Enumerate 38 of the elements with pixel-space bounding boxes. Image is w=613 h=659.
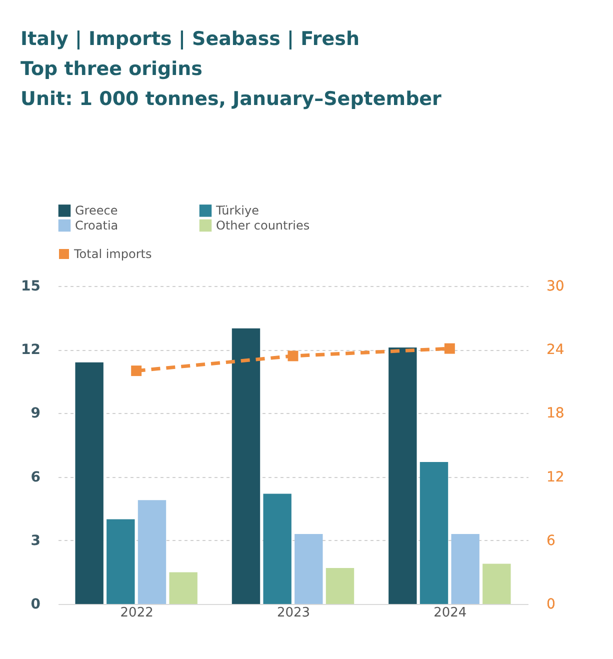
point [131,366,142,376]
legend-label: Türkiye [215,204,259,218]
y2-tick-label: 0 [546,596,556,612]
y2-tick-label: 12 [546,469,564,486]
point [444,343,455,354]
y-tick-label: 6 [30,469,40,486]
y-tick-label: 12 [21,342,40,358]
bar [169,572,198,604]
text: Unit: 1 000 tonnes, January–September [20,88,442,110]
bar [75,362,104,604]
bar [263,494,292,604]
y2-tick-label: 24 [546,342,564,358]
x-tick-label: 2022 [120,606,154,620]
bar [106,519,135,604]
legend-label: Total imports [73,247,152,261]
x-tick-label: 2024 [434,606,467,620]
y-tick-label: 15 [21,278,40,294]
point [288,350,298,362]
bar [326,568,354,604]
bar [388,347,417,604]
y-tick-label: 3 [30,532,40,549]
text: Top three origins [20,58,202,80]
y2-tick-label: 30 [546,278,564,294]
y2-tick-label: 18 [546,406,564,422]
x-tick-label: 2023 [276,606,310,620]
bar [420,462,448,604]
bar [138,500,166,604]
legend-label: Other countries [216,218,310,232]
bar [294,534,323,604]
legend-label: Greece [75,204,118,218]
text: Italy | Imports | Seabass | Fresh [20,28,360,50]
bar [451,534,480,604]
bar [232,328,260,604]
y-tick-label: 0 [30,596,41,612]
y2-tick-label: 6 [546,532,556,549]
legend-label: Croatia [75,218,118,232]
bar [482,564,511,604]
y-tick-label: 9 [30,406,40,422]
